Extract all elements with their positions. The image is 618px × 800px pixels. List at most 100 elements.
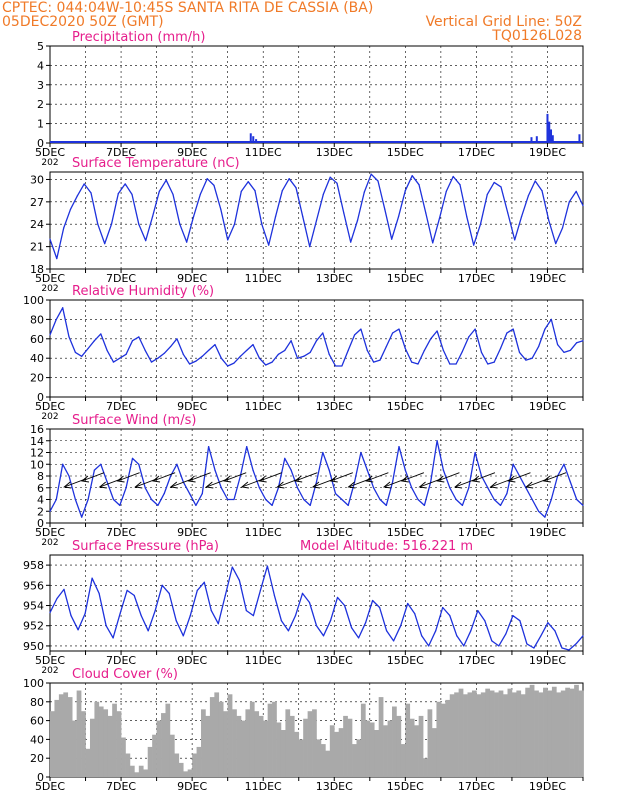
wind-point [436, 440, 438, 442]
rh-point [385, 345, 387, 348]
temp-point [315, 219, 318, 222]
temp-xtick-label: 19DEC [529, 272, 566, 285]
cloud-bar [480, 692, 486, 777]
temp-point [486, 193, 488, 195]
rh-point [227, 365, 229, 367]
cloud-bar [338, 728, 344, 777]
cloud-bar [471, 690, 477, 777]
temp-point [438, 217, 441, 219]
temp-point [220, 208, 222, 210]
pressure-xtick-label: 7DEC [106, 654, 136, 667]
wind-ytick-label: 14 [30, 435, 44, 448]
rh-point [252, 344, 254, 346]
cloud-bar [436, 701, 442, 777]
wind-point [163, 493, 165, 495]
rh-xtick-label: 9DEC [177, 400, 207, 413]
rh-point [265, 364, 267, 366]
cloud-bar [187, 769, 193, 777]
wind-arrow-head [276, 481, 285, 489]
rh-point [474, 328, 476, 330]
temp-point [281, 190, 283, 192]
cloud-bar [214, 692, 220, 777]
rh-point [512, 328, 514, 330]
wind-ytick-label: 6 [37, 482, 44, 495]
cloud-xtick-label: 7DEC [106, 780, 136, 793]
wind-arrow-head [63, 481, 72, 489]
wind-point [385, 504, 387, 506]
cloud-bar [396, 715, 402, 777]
rh-point [347, 349, 349, 352]
cloud-bar [431, 728, 437, 777]
cloud-bar [543, 687, 548, 777]
temp-point [500, 186, 502, 188]
pressure-point [91, 577, 93, 579]
wind-point [81, 516, 83, 518]
cloud-xtick-label: 11DEC [245, 780, 282, 793]
wind-point [201, 493, 203, 495]
cloud-bar [547, 690, 553, 777]
pressure-point [519, 620, 521, 622]
cloud-bar [89, 718, 95, 777]
temp-point [309, 246, 311, 248]
rh-point [582, 340, 584, 342]
pressure-point [203, 581, 205, 583]
wind-arrow-shaft [188, 472, 211, 482]
wind-point [227, 498, 229, 501]
cloud-bar [529, 684, 535, 777]
pressure-point [98, 592, 100, 595]
temp-point [56, 257, 58, 260]
wind-point [449, 487, 451, 489]
pressure-xtick-label: 19DEC [529, 654, 566, 667]
rh-point [290, 340, 292, 342]
wind-point [271, 504, 273, 506]
wind-arrow-shaft [508, 472, 531, 482]
temp-point [336, 182, 338, 184]
pressure-point [259, 589, 261, 591]
wind-xtick-label: 9DEC [177, 526, 207, 539]
temp-point [247, 181, 249, 183]
temp-point [493, 181, 495, 184]
cloud-bar [81, 711, 86, 777]
cloud-bar [476, 694, 482, 777]
pressure-xtick-label: 9DEC [177, 654, 207, 667]
cloud-bar [498, 690, 504, 777]
cloud-bar [560, 690, 566, 777]
wind-point [258, 487, 260, 489]
temp-point [158, 190, 160, 192]
temp-point [117, 193, 119, 195]
temp-point [479, 223, 482, 225]
cloud-bar [129, 765, 135, 777]
pressure-point [407, 602, 409, 605]
pressure-ytick-label: 958 [23, 559, 44, 572]
cloud-bar [418, 715, 424, 777]
cloud-bar [574, 684, 579, 777]
cloud-bar [303, 718, 308, 777]
wind-arrow-shaft [330, 472, 353, 482]
cloud-bar [112, 703, 117, 777]
temp-year-label: 202 [41, 284, 58, 294]
rh-point [430, 338, 432, 340]
temp-point [507, 212, 509, 214]
wind-point [100, 463, 102, 465]
cloud-bar [254, 711, 260, 777]
pressure-panel: 950 952 954 956 958 5DEC 7DEC 9DEC 11DEC 13DEC 15D… [23, 539, 584, 676]
cloud-bar [454, 692, 459, 777]
wind-arrow-head [151, 475, 161, 483]
cloud-bar [400, 744, 406, 777]
cloud-bar [165, 703, 171, 777]
temp-point [329, 176, 331, 178]
wind-ytick-label: 8 [37, 470, 44, 483]
temp-point [452, 175, 454, 178]
cloud-bar [329, 725, 335, 777]
wind-arrow-shaft [81, 472, 105, 482]
rh-point [537, 345, 540, 348]
wind-point [176, 463, 178, 465]
rh-panel: 0 20 40 60 80 100 5DEC 7DEC 9DEC 11DEC 13DEC 15DEC 1… [23, 284, 584, 422]
pressure-point [442, 606, 444, 609]
wind-ytick-label: 0 [37, 517, 44, 530]
precip-ytick-label: 2 [37, 98, 44, 111]
temp-xtick-label: 5DEC [35, 272, 65, 285]
cloud-bar [569, 688, 575, 777]
precip-ytick-label: 0 [37, 137, 44, 150]
